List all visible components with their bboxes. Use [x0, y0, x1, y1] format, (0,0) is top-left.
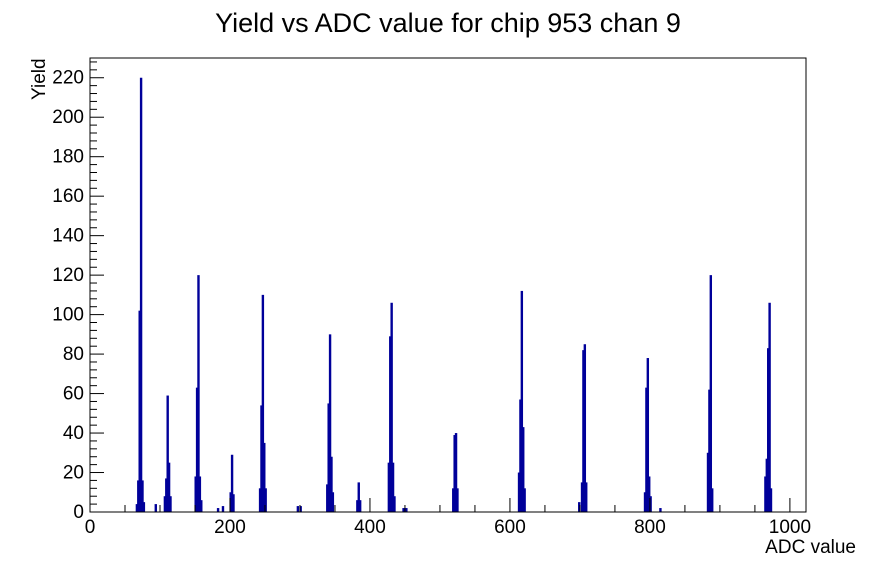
histogram-bar — [198, 476, 202, 512]
histogram-bar — [648, 476, 651, 512]
histogram-bar — [768, 302, 771, 512]
y-tick-label: 40 — [63, 423, 84, 444]
histogram-bar — [522, 427, 525, 512]
histogram-bar — [263, 442, 266, 512]
histogram-bar — [200, 500, 203, 512]
histogram-bar — [523, 488, 526, 512]
histogram-bar — [299, 506, 302, 512]
histogram-bar — [216, 508, 220, 512]
histogram-bar — [453, 435, 456, 512]
histogram-bar — [764, 476, 767, 512]
y-tick-label: 100 — [52, 305, 84, 326]
histogram-bar — [578, 502, 581, 512]
histogram-bar — [649, 496, 652, 512]
plot-frame — [89, 57, 807, 513]
histogram-bar — [195, 387, 199, 512]
histogram-bar — [221, 506, 225, 512]
histogram-bar — [387, 462, 391, 512]
histogram-bar — [393, 496, 396, 512]
histogram-bar — [708, 389, 711, 512]
x-tick-label: 0 — [85, 517, 96, 538]
histogram-bar — [769, 488, 773, 512]
histogram-bar — [706, 452, 710, 512]
histogram-bar — [138, 310, 141, 512]
y-tick-label: 80 — [63, 344, 84, 365]
x-tick-label: 600 — [494, 517, 526, 538]
y-tick-label: 200 — [52, 107, 84, 128]
y-tick-label: 220 — [52, 68, 84, 89]
histogram-bar — [645, 387, 648, 512]
histogram-bar — [709, 275, 713, 512]
histogram-bar — [585, 482, 588, 512]
x-tick-label: 800 — [634, 517, 666, 538]
x-axis-title: ADC value — [765, 537, 856, 558]
histogram-bar — [163, 496, 167, 512]
histogram-bar — [169, 496, 172, 512]
histogram-bar — [197, 275, 200, 512]
histogram-bar — [391, 462, 395, 512]
histogram-bar — [154, 504, 157, 512]
histogram-bar — [711, 488, 714, 512]
y-tick-label: 160 — [52, 186, 84, 207]
histogram-bar — [141, 480, 144, 512]
histogram-bar — [260, 405, 263, 512]
histogram-bar — [358, 500, 362, 512]
histogram-bar — [232, 494, 235, 512]
histogram-bar — [517, 472, 521, 512]
histogram-bar — [583, 344, 587, 512]
y-tick-label: 180 — [52, 147, 84, 168]
y-tick-label: 120 — [52, 265, 84, 286]
histogram-bar — [166, 395, 169, 512]
histogram-bar — [767, 348, 770, 512]
histogram-bar — [261, 294, 265, 512]
histogram-bar — [330, 456, 333, 512]
histogram-bar — [582, 350, 585, 512]
histogram-bar — [167, 462, 171, 512]
histogram-bar — [165, 478, 168, 512]
histogram-bar — [646, 358, 650, 512]
chart-title: Yield vs ADC value for chip 953 chan 9 — [215, 8, 681, 38]
histogram-bar — [229, 492, 232, 512]
histogram-bar — [356, 500, 359, 512]
y-axis-title: Yield — [29, 58, 50, 100]
x-tick-label: 200 — [214, 517, 246, 538]
histogram-bar — [142, 502, 146, 512]
histogram-bar — [520, 290, 524, 512]
histogram-bar — [326, 484, 329, 512]
histogram-bar — [264, 488, 267, 512]
histogram-bar — [230, 454, 234, 512]
histogram-bar — [390, 302, 393, 512]
y-tick-label: 20 — [63, 463, 84, 484]
histogram-bar — [454, 433, 458, 512]
histogram-bar — [194, 476, 197, 512]
histogram-bar — [389, 336, 392, 512]
histogram-bar — [452, 488, 455, 512]
histogram-bar — [327, 403, 330, 512]
x-tick-label: 400 — [354, 517, 386, 538]
y-tick-label: 140 — [52, 226, 84, 247]
histogram-bar — [659, 508, 662, 512]
histogram-bar — [137, 480, 140, 512]
histogram-bar — [765, 458, 769, 512]
histogram-bar — [328, 334, 332, 512]
histogram-bar — [519, 399, 522, 512]
y-tick-label: 0 — [73, 502, 84, 523]
histogram-bar — [135, 504, 139, 512]
x-tick-label: 1000 — [769, 517, 811, 538]
histogram-bar — [331, 492, 335, 512]
histogram-bar — [456, 488, 459, 512]
histogram-bar — [296, 506, 300, 512]
y-tick-label: 60 — [63, 384, 84, 405]
histogram-bar — [357, 482, 360, 512]
histogram-bar — [643, 492, 647, 512]
histogram-bar — [258, 488, 262, 512]
histogram-bar — [402, 508, 405, 512]
histogram-bar — [405, 508, 408, 512]
histogram-bar — [580, 482, 584, 512]
histogram-bar — [139, 77, 143, 513]
